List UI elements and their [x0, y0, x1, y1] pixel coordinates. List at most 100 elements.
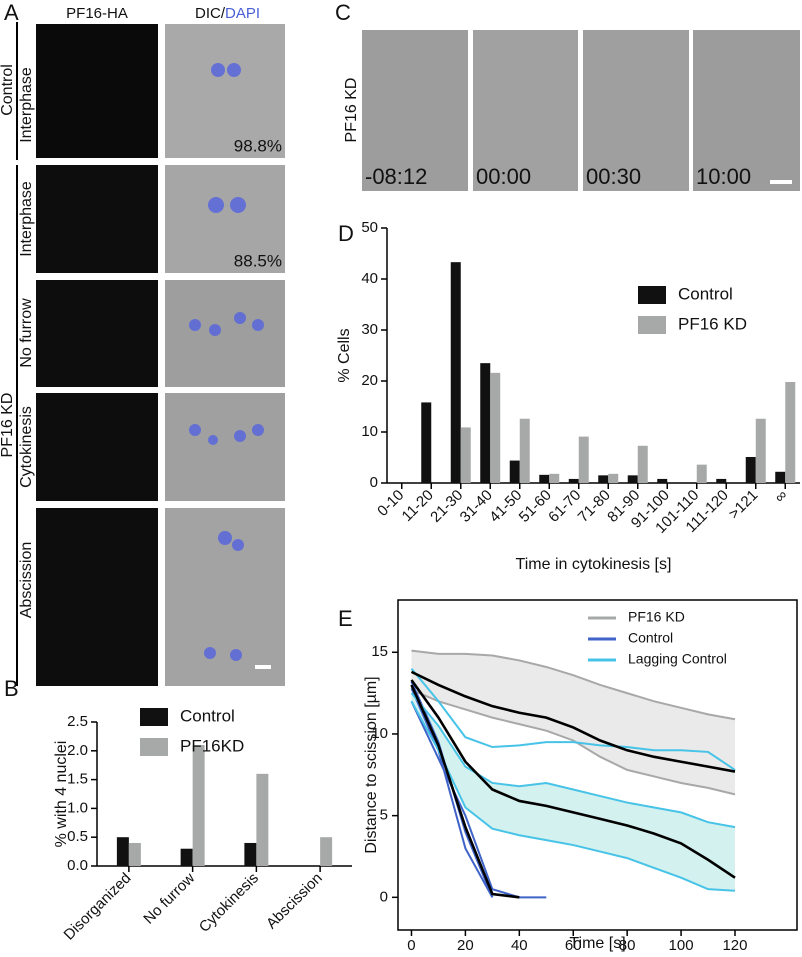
y-tick-label: 20 [361, 372, 378, 389]
y-tick-label: 0.5 [67, 828, 88, 845]
row-label: Interphase [18, 67, 35, 143]
timestamp: -08:12 [365, 164, 427, 189]
y-tick-label: 2.5 [67, 713, 88, 730]
trace-line [410, 700, 547, 899]
bar [745, 456, 756, 483]
bar [460, 427, 471, 483]
x-tick-label: 11-20 [399, 487, 437, 525]
range-band [411, 693, 735, 891]
y-tick-label: 40 [361, 270, 378, 287]
trace-line [410, 670, 736, 773]
trace-line [410, 700, 736, 892]
bar [320, 837, 333, 866]
bar [608, 473, 619, 483]
x-tick-label: 80 [619, 937, 636, 954]
legend-label: PF16KD [180, 736, 244, 755]
legend-swatch [638, 316, 666, 334]
bar [180, 848, 193, 866]
x-tick-label: 40 [511, 937, 528, 954]
x-tick-label: ∞ [771, 486, 791, 506]
bar [549, 473, 560, 483]
bar [509, 460, 520, 483]
y-tick-label: 5 [380, 807, 388, 824]
legend-label: Control [678, 284, 733, 303]
legend-label: Control [628, 630, 673, 646]
x-tick-label: Disorganized [61, 870, 135, 944]
timelapse-frames [362, 30, 800, 191]
x-tick-label: >121 [725, 487, 761, 523]
timestamp: 00:30 [586, 164, 641, 189]
y-tick-label: 0.0 [67, 857, 88, 874]
timestamp: 00:00 [476, 164, 531, 189]
y-tick-label: 0 [370, 474, 378, 491]
legend-label: PF16 KD [628, 609, 685, 625]
x-tick-label: 100 [669, 937, 694, 954]
legend-swatch [140, 738, 168, 756]
x-tick-label: Abscission [263, 870, 326, 933]
micrograph-grid [36, 24, 285, 686]
row-label: PF16 KD [343, 78, 360, 143]
x-tick-label: 120 [722, 937, 747, 954]
timestamp: 10:00 [696, 164, 751, 189]
y-tick-label: 0 [380, 888, 388, 905]
trace-line [410, 687, 494, 898]
bar [696, 464, 707, 483]
bar [480, 363, 491, 483]
y-tick-label: 1.0 [67, 799, 88, 816]
y-axis-label: % Cells [336, 328, 353, 382]
y-tick-label: 15 [371, 643, 388, 660]
legend-swatch [140, 708, 168, 726]
y-axis-label: % with 4 nuclei [53, 741, 70, 848]
bar [716, 478, 727, 483]
legend-label: Lagging Control [628, 651, 727, 667]
bar [116, 837, 129, 866]
legend-swatch [638, 286, 666, 304]
panel-letter: E [338, 606, 353, 631]
bar [598, 475, 609, 483]
row-label: No furrow [18, 298, 35, 368]
row-label: Cytokinesis [18, 406, 35, 488]
x-axis-label: Time [s] [569, 935, 625, 952]
group-label: Control [0, 64, 16, 116]
bar [755, 418, 766, 483]
x-tick-label: 21-30 [427, 487, 466, 526]
bar [785, 382, 796, 483]
bar [657, 478, 668, 483]
bar [627, 475, 638, 483]
bar [256, 773, 269, 866]
trace-line [411, 688, 736, 796]
percentage: 88.5% [234, 251, 282, 270]
trace-line [410, 692, 736, 829]
x-tick-label: 0 [407, 937, 415, 954]
y-tick-label: 2.0 [67, 742, 88, 759]
percentage: 98.8% [234, 136, 282, 155]
panel-letter: A [4, 0, 19, 25]
bar [519, 418, 530, 483]
y-tick-label: 50 [361, 219, 378, 236]
bar [490, 372, 501, 483]
bar [568, 478, 579, 483]
panel-letter: D [338, 221, 354, 246]
y-axis-label: Distance to scission [µm] [363, 676, 380, 853]
bar [450, 262, 461, 483]
bar [775, 471, 786, 483]
x-tick-label: 20 [457, 937, 474, 954]
x-tick-label: 60 [565, 937, 582, 954]
x-axis-label: Time in cytokinesis [s] [516, 556, 672, 573]
bar [421, 402, 432, 483]
trace-line [411, 649, 736, 721]
column-header: PF16-HA [66, 5, 128, 22]
trace-line [410, 679, 736, 879]
x-tick-label: No furrow [140, 870, 198, 928]
x-tick-label: 71-80 [575, 487, 614, 526]
bar [128, 842, 141, 866]
x-tick-label: 61-70 [545, 487, 584, 526]
column-header: DIC/ [195, 5, 226, 22]
bar [578, 436, 589, 483]
x-tick-label: 31-40 [457, 487, 496, 526]
range-band [411, 650, 735, 795]
y-tick-label: 30 [361, 321, 378, 338]
bar [637, 445, 648, 483]
row-label: Abscission [18, 542, 35, 618]
